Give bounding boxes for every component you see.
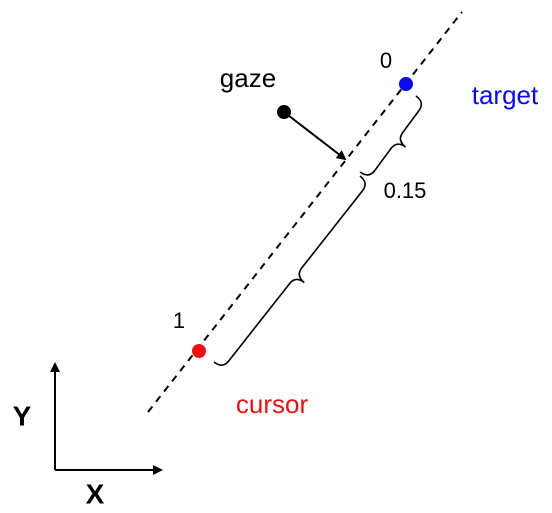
gaze-dot [277, 105, 291, 119]
y-axis-label: Y [13, 400, 32, 431]
distance-label: 0.15 [384, 178, 427, 203]
target-dot [399, 77, 413, 91]
cursor-index: 1 [173, 308, 185, 333]
cursor-label: cursor [236, 389, 309, 419]
brace [359, 95, 423, 176]
target-label: target [472, 80, 539, 110]
gaze-arrow [283, 111, 347, 161]
target-index: 0 [380, 48, 392, 73]
cursor-dot [192, 344, 206, 358]
gaze-label: gaze [220, 63, 276, 93]
x-axis-label: X [86, 478, 105, 509]
brace [213, 175, 366, 366]
